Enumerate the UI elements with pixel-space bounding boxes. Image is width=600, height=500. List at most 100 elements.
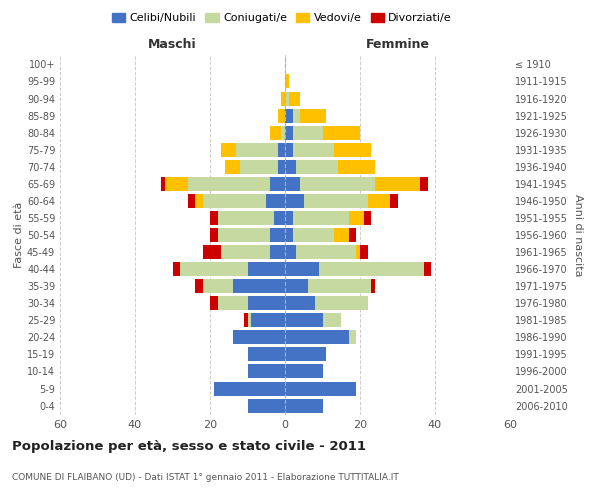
Bar <box>390 194 398 208</box>
Bar <box>248 262 285 276</box>
Bar <box>289 92 300 106</box>
Bar <box>195 194 203 208</box>
Bar <box>356 245 360 259</box>
Bar <box>285 262 319 276</box>
Bar <box>285 211 293 225</box>
Bar <box>371 279 375 293</box>
Bar <box>293 211 349 225</box>
Bar <box>296 245 356 259</box>
Bar <box>349 330 356 344</box>
Bar <box>319 262 424 276</box>
Bar <box>218 228 270 242</box>
Bar <box>360 245 367 259</box>
Bar <box>304 194 367 208</box>
Bar <box>277 142 285 156</box>
Bar <box>233 279 285 293</box>
Bar <box>308 279 371 293</box>
Bar <box>251 314 285 328</box>
Bar <box>285 279 308 293</box>
Bar <box>274 211 285 225</box>
Bar <box>300 108 326 122</box>
Bar <box>266 194 285 208</box>
Bar <box>300 177 375 191</box>
Legend: Celibi/Nubili, Coniugati/e, Vedovi/e, Divorziati/e: Celibi/Nubili, Coniugati/e, Vedovi/e, Di… <box>107 8 457 28</box>
Bar <box>210 211 218 225</box>
Bar <box>248 364 285 378</box>
Bar <box>285 126 293 140</box>
Text: COMUNE DI FLAIBANO (UD) - Dati ISTAT 1° gennaio 2011 - Elaborazione TUTTITALIA.I: COMUNE DI FLAIBANO (UD) - Dati ISTAT 1° … <box>12 473 399 482</box>
Bar <box>195 279 203 293</box>
Bar <box>187 177 270 191</box>
Bar <box>248 398 285 412</box>
Bar <box>203 194 266 208</box>
Bar <box>285 228 293 242</box>
Bar <box>296 160 337 173</box>
Bar <box>244 314 248 328</box>
Bar <box>203 245 221 259</box>
Bar <box>161 177 165 191</box>
Bar <box>420 177 427 191</box>
Bar <box>334 228 349 242</box>
Bar <box>165 177 187 191</box>
Bar <box>323 126 360 140</box>
Bar <box>281 126 285 140</box>
Y-axis label: Fasce di età: Fasce di età <box>14 202 24 268</box>
Bar <box>248 314 251 328</box>
Bar <box>270 177 285 191</box>
Bar <box>367 194 390 208</box>
Bar <box>293 228 334 242</box>
Bar <box>270 245 285 259</box>
Bar <box>277 160 285 173</box>
Bar <box>210 296 218 310</box>
Bar <box>293 126 323 140</box>
Bar <box>285 108 293 122</box>
Bar <box>218 211 274 225</box>
Bar <box>285 296 315 310</box>
Text: Maschi: Maschi <box>148 38 197 51</box>
Bar <box>375 177 420 191</box>
Bar <box>285 194 304 208</box>
Bar <box>210 228 218 242</box>
Text: Femmine: Femmine <box>365 38 430 51</box>
Bar <box>218 296 248 310</box>
Bar <box>180 262 248 276</box>
Bar <box>173 262 180 276</box>
Bar <box>203 279 233 293</box>
Bar <box>214 382 285 396</box>
Bar <box>285 398 323 412</box>
Bar <box>323 314 341 328</box>
Bar <box>424 262 431 276</box>
Bar <box>285 74 289 88</box>
Bar <box>277 108 285 122</box>
Bar <box>285 364 323 378</box>
Bar <box>281 92 285 106</box>
Bar <box>285 314 323 328</box>
Bar <box>236 142 277 156</box>
Bar <box>221 142 236 156</box>
Bar <box>270 126 281 140</box>
Bar <box>233 330 285 344</box>
Bar <box>285 330 349 344</box>
Bar <box>293 108 300 122</box>
Bar <box>285 177 300 191</box>
Y-axis label: Anni di nascita: Anni di nascita <box>573 194 583 276</box>
Bar <box>240 160 277 173</box>
Bar <box>248 296 285 310</box>
Bar <box>221 245 270 259</box>
Bar <box>349 211 364 225</box>
Bar <box>248 348 285 362</box>
Bar <box>187 194 195 208</box>
Bar <box>337 160 375 173</box>
Bar <box>293 142 334 156</box>
Bar <box>285 245 296 259</box>
Bar <box>285 92 289 106</box>
Bar <box>315 296 367 310</box>
Bar <box>285 382 356 396</box>
Bar <box>349 228 356 242</box>
Bar <box>285 160 296 173</box>
Bar <box>285 142 293 156</box>
Bar <box>270 228 285 242</box>
Text: Popolazione per età, sesso e stato civile - 2011: Popolazione per età, sesso e stato civil… <box>12 440 366 453</box>
Bar <box>225 160 240 173</box>
Bar <box>285 348 326 362</box>
